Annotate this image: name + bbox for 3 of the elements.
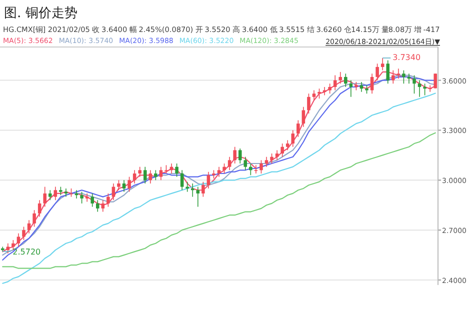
annotation: 2.5720 [12, 247, 41, 256]
annotation: 3.7340 [392, 52, 421, 62]
title: 图. 铜价走势 [4, 6, 78, 21]
